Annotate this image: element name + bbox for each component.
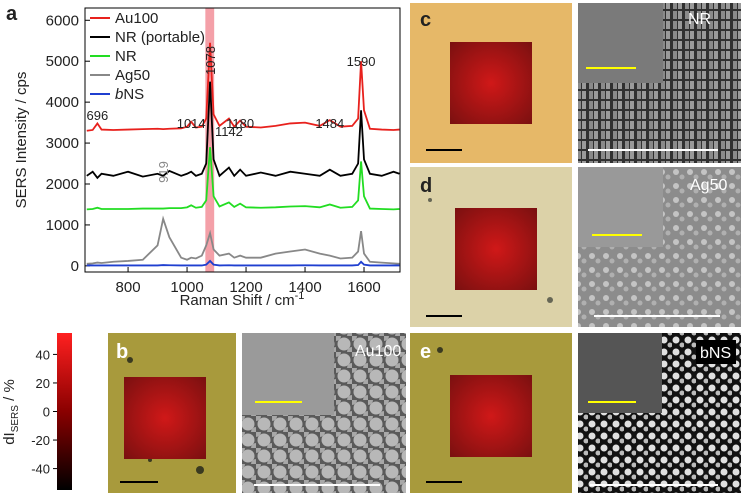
colorbar-tick-label: -40 xyxy=(31,462,50,477)
series-line xyxy=(86,81,400,180)
legend-label-italic: b xyxy=(115,86,123,103)
x-axis-title: Raman Shift / cm-1 xyxy=(180,290,305,309)
y-tick-label: 1000 xyxy=(46,217,79,234)
panel-label: NR xyxy=(688,11,711,28)
peak-label: 1180 xyxy=(226,116,254,131)
colorbar-title-sub: SERS xyxy=(10,405,21,433)
colorbar-tick-label: 20 xyxy=(36,376,50,391)
legend-label: NR (portable) xyxy=(115,29,205,46)
colorbar-tick-label: 40 xyxy=(36,347,50,362)
x-axis-title-sup: -1 xyxy=(295,290,305,302)
plot-frame xyxy=(84,7,401,273)
panel-letter: c xyxy=(420,9,431,31)
optical-b xyxy=(108,333,236,493)
y-tick-label: 2000 xyxy=(46,176,79,193)
legend-label: Ag50 xyxy=(115,67,150,84)
chart: 0 1000 2000 3000 4000 5000 6000 800 1000 1200 1400… xyxy=(1,7,401,490)
highlight-band xyxy=(205,8,215,272)
legend-label: bNS xyxy=(115,86,144,103)
x-tick-label: 1000 xyxy=(170,279,203,296)
sem-nr xyxy=(578,3,741,163)
sem-bns xyxy=(578,333,741,493)
y-tick-label: 3000 xyxy=(46,135,79,152)
colorbar-title-text: dI xyxy=(1,432,18,445)
series-line xyxy=(86,42,400,132)
panel-label: Ag50 xyxy=(690,177,727,194)
colorbar xyxy=(57,333,72,490)
peak-label: 1014 xyxy=(177,116,206,131)
peak-label: 1484 xyxy=(315,116,344,131)
panel-letter: e xyxy=(420,341,431,363)
colorbar-title: dISERS / % xyxy=(1,379,21,445)
peak-label: 1590 xyxy=(347,54,376,69)
optical-c xyxy=(410,3,572,163)
sem-ag50 xyxy=(578,167,741,327)
peak-label: 919 xyxy=(156,161,171,183)
panel-letter: b xyxy=(116,341,128,363)
series-line xyxy=(86,215,400,265)
optical-d xyxy=(410,167,572,327)
colorbar-tick-label: -20 xyxy=(31,433,50,448)
peak-label: 1142 xyxy=(215,124,243,139)
colorbar-title-text: / % xyxy=(1,379,18,405)
y-tick-label: 4000 xyxy=(46,94,79,111)
x-tick-label: 800 xyxy=(116,279,141,296)
panel-label: bNS xyxy=(700,345,731,362)
legend-label: Au100 xyxy=(115,10,158,27)
peak-label: 1078 xyxy=(203,46,218,75)
panel-label: Au100 xyxy=(355,343,401,360)
x-tick-label: 1600 xyxy=(347,279,380,296)
legend-label-text: NS xyxy=(123,86,144,103)
optical-e xyxy=(410,333,572,493)
peak-label: 696 xyxy=(87,108,109,123)
sem-au100 xyxy=(242,333,406,493)
x-tick-label: 1200 xyxy=(229,279,262,296)
y-axis-title: SERS Intensity / cps xyxy=(13,72,30,209)
y-tick-label: 5000 xyxy=(46,53,79,70)
colorbar-tick-label: 0 xyxy=(43,405,50,420)
x-axis-title-text: Raman Shift / cm xyxy=(180,292,295,309)
panel-letter: a xyxy=(6,3,18,25)
y-tick-label: 6000 xyxy=(46,12,79,29)
series-line xyxy=(86,147,400,211)
series-line xyxy=(86,259,400,267)
x-tick-label: 1400 xyxy=(288,279,321,296)
legend-label: NR xyxy=(115,48,137,65)
panel-letter: d xyxy=(420,175,432,197)
y-tick-label: 0 xyxy=(71,258,79,275)
